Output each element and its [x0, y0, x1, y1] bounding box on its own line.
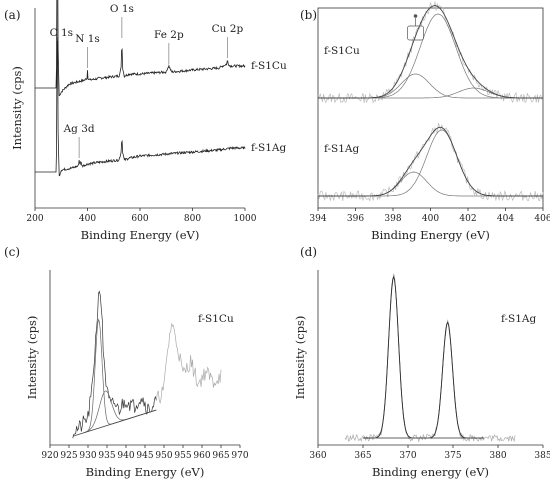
series-line [35, 0, 246, 97]
n1s-label: N 1s [75, 33, 100, 45]
x-tick-label: 1000 [234, 214, 257, 224]
panel-label: (b) [300, 8, 317, 22]
x-axis-label: Binding Energy (eV) [371, 228, 490, 242]
fit-envelope [318, 5, 543, 99]
fit-component [363, 321, 484, 439]
x-tick-label: 396 [347, 214, 364, 224]
x-tick-label: 960 [193, 451, 210, 461]
panel-a: (a) 200 400 600 800 1000 Binding Energy (eV) In… [4, 0, 287, 242]
x-tick-label: 935 [98, 451, 115, 461]
fit-component [363, 275, 484, 439]
x-tick-label: 360 [309, 451, 326, 461]
panel-label: (a) [4, 8, 21, 22]
x-tick-label: 940 [117, 451, 134, 461]
o1s-label: O 1s [110, 3, 134, 15]
x-tick-label: 200 [26, 214, 43, 224]
x-tick-label: 600 [131, 214, 148, 224]
panel-d: (d) 360 365 370 375 380 385 Binding energy (eV)… [293, 245, 550, 479]
x-tick-label: 800 [184, 214, 201, 224]
raw-spectrum [344, 273, 516, 443]
series-label: f-S1Ag [501, 313, 537, 325]
y-axis-label: Intensity (cps) [293, 316, 307, 400]
x-tick-label: 385 [534, 451, 550, 461]
x-tick-label: 380 [489, 451, 506, 461]
x-tick-label: 398 [384, 214, 401, 224]
x-tick-label: 945 [136, 451, 153, 461]
x-tick-label: 930 [79, 451, 96, 461]
x-tick-label: 950 [155, 451, 172, 461]
atom-dot [413, 14, 418, 18]
series-line [35, 37, 246, 177]
raw-spectrum [72, 290, 157, 439]
fit-component [318, 171, 543, 197]
x-tick-label: 955 [174, 451, 191, 461]
x-tick-label: 965 [212, 451, 229, 461]
series-label: f-S1Ag [324, 143, 360, 155]
x-tick-label: 925 [60, 451, 77, 461]
panel-label: (c) [4, 245, 20, 259]
panel-b: (b) 394 396 398 400 402 404 406 Binding Energy (… [300, 1, 550, 242]
cu2p-label: Cu 2p [212, 23, 244, 35]
fit-component [84, 318, 156, 434]
panel-label: (d) [300, 245, 317, 259]
x-tick-label: 394 [309, 214, 326, 224]
x-tick-label: 375 [444, 451, 461, 461]
ag3d-label: Ag 3d [63, 123, 95, 135]
y-axis-label: Intensity (cps) [10, 66, 24, 150]
plot-frame [317, 7, 544, 209]
x-tick-label: 400 [79, 214, 96, 224]
x-axis-label: Binding energy (eV) [372, 465, 489, 479]
fit-component [318, 129, 543, 197]
x-tick-label: 406 [534, 214, 550, 224]
series-label: f-S1Ag [251, 142, 287, 154]
x-tick-label: 402 [459, 214, 476, 224]
fit-component [84, 390, 156, 433]
x-axis-label: Binding Energy (eV) [86, 465, 205, 479]
panel-c: (c) 920 925 930 935 940 945 950 955 960 965 970 Bind… [4, 245, 249, 479]
x-tick-label: 400 [422, 214, 439, 224]
x-axis-label: Binding Energy (eV) [81, 228, 200, 242]
x-tick-label: 370 [399, 451, 416, 461]
series-label: f-S1Cu [251, 60, 287, 72]
series-label: f-S1Cu [198, 313, 234, 325]
y-axis-label: Intensity (cps) [25, 316, 39, 400]
fit-envelope [363, 275, 484, 439]
c1s-label: C 1s [50, 27, 73, 39]
series-label: f-S1Cu [324, 45, 360, 57]
raw-spectrum [317, 122, 544, 202]
structure-sketch-left [407, 14, 424, 41]
x-tick-label: 365 [354, 451, 371, 461]
fit-envelope [318, 126, 543, 197]
baseline [72, 409, 157, 437]
x-tick-label: 920 [41, 451, 58, 461]
x-tick-label: 404 [497, 214, 514, 224]
fe2p-label: Fe 2p [154, 29, 184, 41]
raw-spectrum-tail [156, 323, 222, 404]
x-tick-label: 970 [231, 451, 248, 461]
